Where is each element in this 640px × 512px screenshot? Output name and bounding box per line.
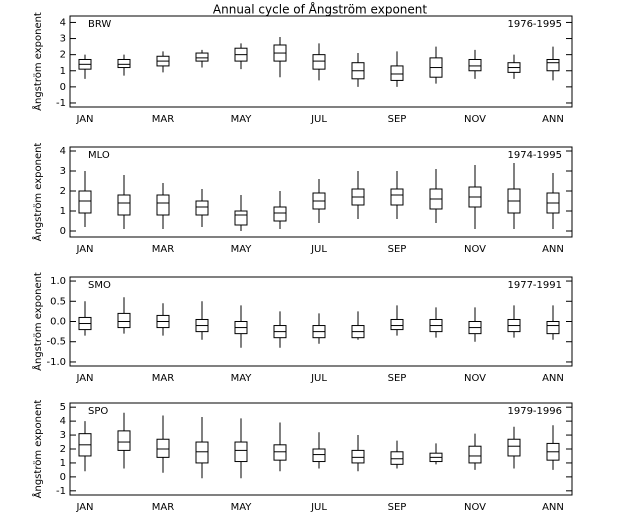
x-tick-label: MAY xyxy=(231,114,253,125)
y-axis-label: Ångström exponent xyxy=(31,143,44,242)
box xyxy=(351,449,365,464)
box xyxy=(195,200,209,216)
period-label: 1976-1995 xyxy=(507,19,562,30)
x-tick-label: JUL xyxy=(310,244,327,255)
y-tick-label: 3 xyxy=(60,430,66,441)
y-tick-label: 0.5 xyxy=(50,296,66,307)
box xyxy=(507,438,521,457)
box xyxy=(156,194,170,216)
box xyxy=(234,441,248,463)
box xyxy=(546,58,560,72)
y-axis-label: Ångström exponent xyxy=(31,272,44,371)
station-label: MLO xyxy=(88,150,110,161)
x-tick-label: JAN xyxy=(75,502,93,512)
x-tick-label: NOV xyxy=(464,373,486,384)
x-tick-label: MAR xyxy=(152,114,174,125)
station-label: SPO xyxy=(88,406,108,417)
box xyxy=(312,448,326,463)
x-tick-label: MAY xyxy=(231,502,253,512)
x-tick-label: SEP xyxy=(388,244,407,255)
box xyxy=(273,444,287,461)
x-tick-label: JAN xyxy=(75,244,93,255)
x-tick-label: ANN xyxy=(542,502,564,512)
box xyxy=(273,206,287,222)
x-tick-label: ANN xyxy=(542,244,564,255)
box xyxy=(195,441,209,464)
box xyxy=(195,52,209,62)
x-tick-label: MAR xyxy=(152,244,174,255)
box xyxy=(390,188,404,206)
plot-frame xyxy=(69,276,573,367)
x-tick-label: ANN xyxy=(542,114,564,125)
x-tick-label: ANN xyxy=(542,373,564,384)
y-tick-label: 1 xyxy=(60,206,66,217)
chart-title: Annual cycle of Ångström exponent xyxy=(213,2,427,17)
box xyxy=(156,438,170,458)
plot-frame xyxy=(69,15,573,108)
plot-frame xyxy=(69,146,573,238)
y-tick-label: 4 xyxy=(60,416,66,427)
y-tick-label: 3 xyxy=(60,34,66,45)
y-tick-label: 4 xyxy=(60,17,66,28)
y-tick-label: 0.0 xyxy=(50,317,66,328)
y-tick-label: -1.0 xyxy=(46,357,66,368)
box xyxy=(390,451,404,465)
x-tick-label: JAN xyxy=(75,373,93,384)
y-axis-label: Ångström exponent xyxy=(31,12,44,111)
box xyxy=(468,58,482,72)
period-label: 1979-1996 xyxy=(507,406,562,417)
y-tick-label: 1 xyxy=(60,66,66,77)
y-tick-label: 1 xyxy=(60,458,66,469)
box xyxy=(390,65,404,81)
box xyxy=(312,54,326,70)
station-label: SMO xyxy=(88,280,111,291)
y-tick-label: 4 xyxy=(60,146,66,157)
y-tick-label: 2 xyxy=(60,444,66,455)
x-tick-label: JUL xyxy=(310,373,327,384)
y-tick-label: 0 xyxy=(60,82,66,93)
x-tick-label: SEP xyxy=(388,502,407,512)
y-tick-label: 2 xyxy=(60,50,66,61)
box xyxy=(117,312,131,329)
box xyxy=(117,430,131,451)
x-tick-label: SEP xyxy=(388,373,407,384)
x-tick-label: NOV xyxy=(464,114,486,125)
box xyxy=(117,58,131,69)
y-axis-label: Ångström exponent xyxy=(31,400,44,499)
x-tick-label: JAN xyxy=(75,114,93,125)
box xyxy=(117,194,131,216)
x-tick-label: JUL xyxy=(310,114,327,125)
x-tick-label: MAR xyxy=(152,373,174,384)
y-tick-label: 0 xyxy=(60,226,66,237)
x-tick-label: NOV xyxy=(464,502,486,512)
x-tick-label: MAY xyxy=(231,373,253,384)
box xyxy=(468,445,482,464)
y-tick-label: 2 xyxy=(60,186,66,197)
x-tick-label: MAY xyxy=(231,244,253,255)
y-tick-label: -1 xyxy=(56,486,66,497)
x-tick-label: JUL xyxy=(310,502,327,512)
box xyxy=(546,321,560,335)
y-tick-label: -1 xyxy=(56,98,66,109)
box xyxy=(234,210,248,226)
box xyxy=(78,190,92,214)
y-tick-label: 3 xyxy=(60,166,66,177)
y-tick-label: 1.0 xyxy=(50,276,66,287)
period-label: 1977-1991 xyxy=(507,280,562,291)
y-tick-label: 5 xyxy=(60,402,66,413)
box xyxy=(390,318,404,331)
period-label: 1974-1995 xyxy=(507,150,562,161)
x-tick-label: NOV xyxy=(464,244,486,255)
y-tick-label: 0 xyxy=(60,472,66,483)
station-label: BRW xyxy=(88,19,111,30)
x-tick-label: SEP xyxy=(388,114,407,125)
y-tick-label: -0.5 xyxy=(46,337,66,348)
x-tick-label: MAR xyxy=(152,502,174,512)
